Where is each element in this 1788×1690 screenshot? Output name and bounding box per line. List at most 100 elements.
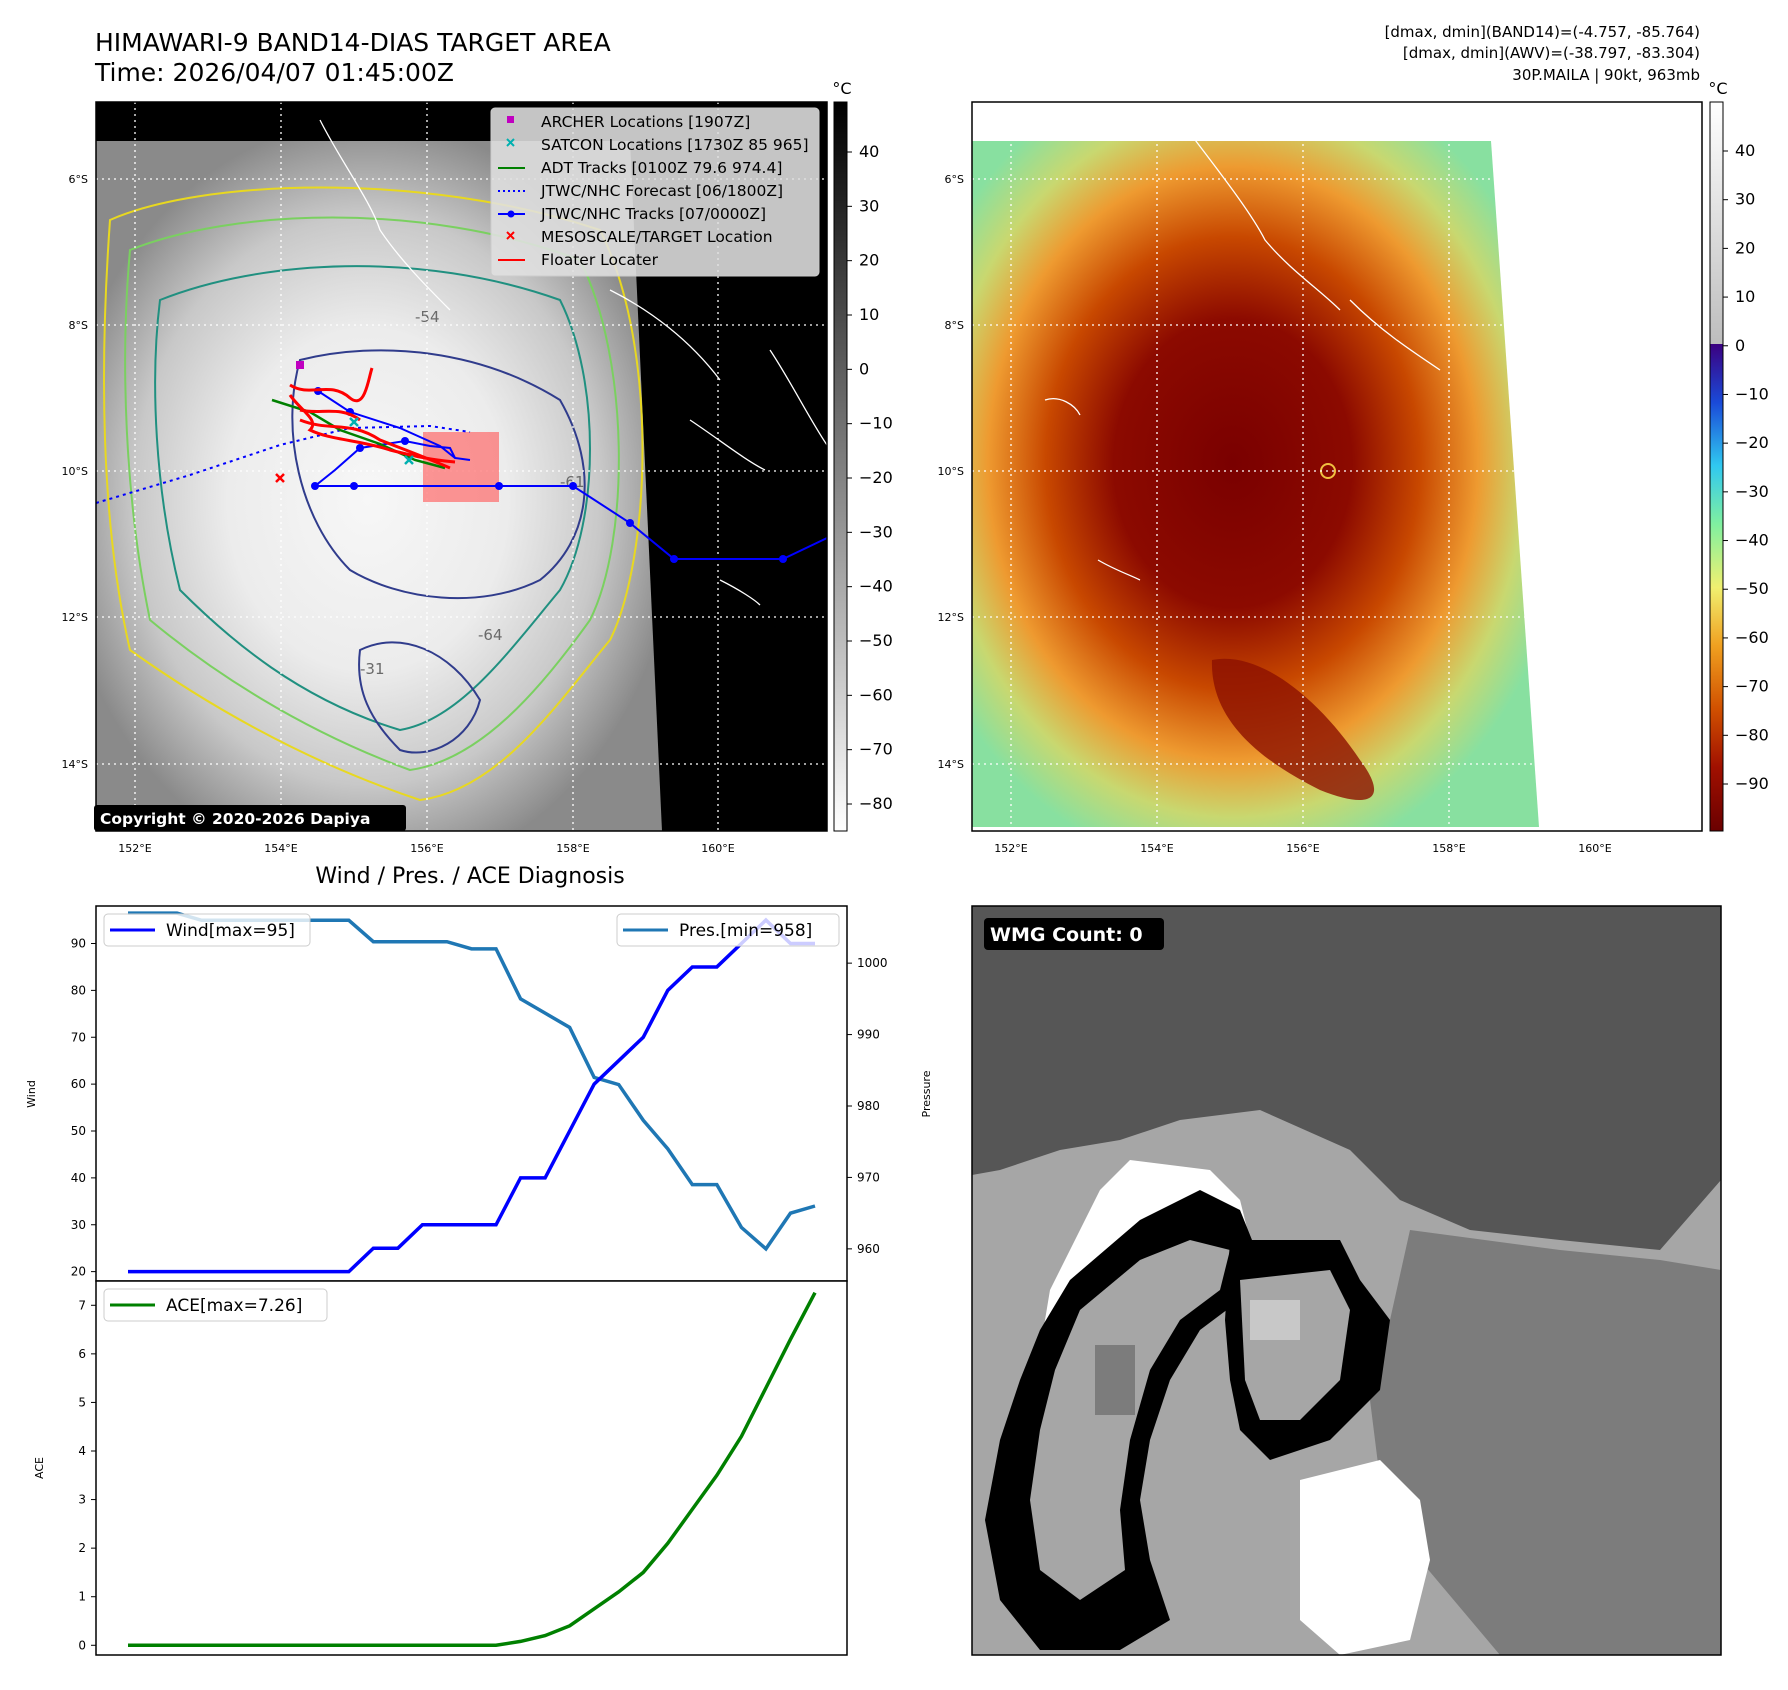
legend-satcon-label: SATCON Locations [1730Z 85 965] [541,136,809,154]
awv-colorbar-tick-label: −30 [1735,482,1769,501]
ir-colorbar-ticks: 40 30 20 10 0 −10 −20 −30 −40 −50 −60 −70 −80 [847,142,893,813]
wind-axis-label: Wind [25,1080,38,1108]
legend-tracks-dot [507,210,515,218]
ir-lon-labels: 152°E 154°E 156°E 158°E 160°E [118,842,734,855]
wmg-white-south [1300,1460,1430,1655]
wind-tick-label: 20 [71,1265,86,1279]
legend-tracks-label: JTWC/NHC Tracks [07/0000Z] [540,205,766,223]
contour-label-3: -31 [360,660,385,678]
ir-lat-label-12s: 12°S [62,611,88,624]
awv-lon-label-156e: 156°E [1286,842,1319,855]
awv-gridlines [972,102,1702,831]
storm-id: 30P.MAILA | 90kt, 963mb [1512,66,1700,84]
awv-lon-label-158e: 158°E [1432,842,1465,855]
ace-tick-label: 6 [78,1347,86,1361]
awv-colorbar-tick-label: −80 [1735,725,1769,744]
ace-tick-label: 3 [78,1493,86,1507]
ir-map-panel: -54 -64 -31 -61 [62,101,828,855]
awv-lat-label-12s: 12°S [938,611,964,624]
awv-colorbar-tick-label: 10 [1735,287,1755,306]
ir-lat-label-6s: 6°S [69,173,88,186]
ir-colorbar-tick-label: 10 [859,305,879,324]
ir-lon-label-154e: 154°E [264,842,297,855]
awv-colorbar-tick-label: −10 [1735,384,1769,403]
ace-series-line [128,1291,817,1648]
satcon-markers [349,417,414,465]
contour-navy-south [358,641,482,754]
awv-map-frame [971,101,1703,832]
wmg-gray-core [1030,1240,1230,1600]
wind-tick-label: 70 [71,1030,86,1044]
legend-adt-label: ADT Tracks [0100Z 79.6 974.4] [541,159,782,177]
awv-lon-label-160e: 160°E [1578,842,1611,855]
ir-colorbar-tick-label: −80 [859,794,893,813]
awv-map-panel: 6°S 8°S 10°S 12°S 14°S 152°E 154°E 156°E… [938,101,1703,855]
contour-navy [291,349,586,600]
wmg-gray-patch [1095,1345,1135,1415]
wind-legend-box [103,913,311,947]
wmg-frame [971,905,1722,1656]
awv-coastline-1 [1179,119,1341,311]
pressure-tick-label: 980 [857,1099,880,1113]
ace-tick-label: 5 [78,1395,86,1409]
ir-colorbar-tick-label: −20 [859,468,893,487]
ace-legend: ACE[max=7.26] [103,1288,328,1322]
awv-lon-label-154e: 154°E [1140,842,1173,855]
ir-colorbar-tick-label: 20 [859,251,879,270]
coastline-makira [719,579,761,606]
copyright-text: Copyright © 2020-2026 Dapiya [100,810,370,828]
legend-mesoscale-icon [506,231,515,240]
ir-lon-label-158e: 158°E [556,842,589,855]
wind-tick-label: 30 [71,1218,86,1232]
legend-satcon-icon [506,138,515,147]
mesoscale-target-marker [275,473,285,483]
ace-tick-label: 1 [78,1590,86,1604]
wmg-panel: WMG Count: 0 [971,905,1722,1656]
awv-lat-label-8s: 8°S [945,319,964,332]
awv-colorbar-tick-label: −70 [1735,677,1769,696]
wmg-count-label: WMG Count: 0 [990,924,1143,946]
contour-yellow [103,186,644,802]
wind-tick-label: 60 [71,1077,86,1091]
ir-colorbar-unit: °C [832,79,851,98]
ir-colorbar-tick-label: −40 [859,577,893,596]
ir-colorbar-tick-label: −70 [859,740,893,759]
copyright-box [94,805,406,831]
wind-tick-label: 90 [71,937,86,951]
pressure-tick-label: 960 [857,1242,880,1256]
figure-time: Time: 2026/04/07 01:45:00Z [94,58,454,87]
awv-colorbar-tick-label: −90 [1735,774,1769,793]
awv-colorbar-ticks: 40 30 20 10 0 −10 −20 −30 −40 −50 −60 −70 −80 −90 [1723,141,1769,793]
pressure-axis-label: Pressure [920,1070,933,1117]
stats-band14: [dmax, dmin](BAND14)=(-4.757, -85.764) [1385,23,1700,41]
wind-pressure-frame [95,905,848,1282]
awv-colorbar-upper [1710,102,1723,344]
ace-frame [95,1280,848,1656]
awv-colorbar-tick-label: 20 [1735,238,1755,257]
contour-green [124,216,620,772]
legend-box [490,107,820,277]
wmg-mid-east [1370,1230,1721,1655]
legend-archer-icon [507,116,514,123]
stats-awv: [dmax, dmin](AWV)=(-38.797, -83.304) [1403,44,1700,62]
wind-legend-label: Wind[max=95] [166,921,295,941]
ace-tick-label: 0 [78,1638,86,1652]
wind-pressure-plot: 20 30 40 50 60 70 80 90 960 970 980 990 1000 Wind Pr… [25,905,933,1282]
awv-colorbar: °C 40 30 20 10 0 −10 −20 −30 −40 −50 −60 −70 −80 −90 [1708,79,1769,832]
legend-forecast-label: JTWC/NHC Forecast [06/1800Z] [540,182,783,200]
ace-tick-label: 7 [78,1298,86,1312]
awv-colorbar-frame [1709,101,1724,832]
ir-colorbar-gradient [833,101,848,832]
awv-lat-label-14s: 14°S [938,758,964,771]
floater-locater-line [288,367,456,470]
coastline-solomons-1 [609,289,721,381]
awv-coastline-3 [1044,398,1081,416]
wind-tick-label: 40 [71,1171,86,1185]
awv-colorbar-tick-label: 0 [1735,336,1745,355]
ace-tick-label: 4 [78,1444,86,1458]
wmg-count-box [984,918,1164,950]
awv-colorbar-tick-label: 30 [1735,190,1755,209]
ir-lon-label-156e: 156°E [410,842,443,855]
awv-coastline-4 [1097,559,1141,581]
